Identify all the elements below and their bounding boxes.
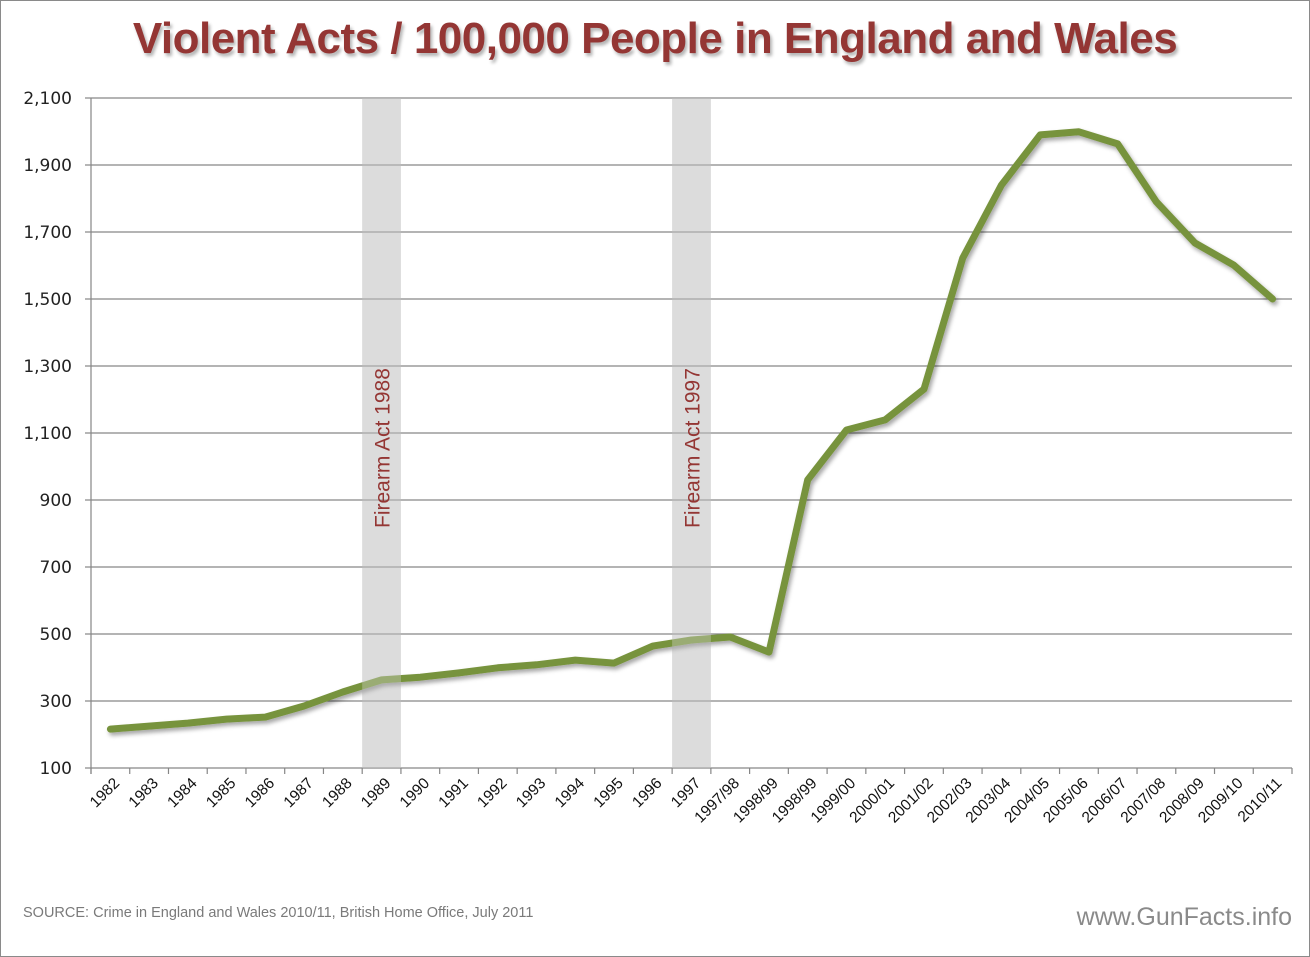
y-tick-label: 300	[40, 692, 72, 712]
data-point	[727, 634, 734, 641]
data-point	[339, 688, 346, 695]
x-tick-label: 1982	[87, 775, 123, 811]
x-tick-label: 1988	[319, 775, 355, 811]
data-point	[301, 703, 308, 710]
y-tick-label: 700	[40, 558, 72, 578]
data-point	[262, 714, 269, 721]
y-tick-label: 1,700	[23, 223, 72, 243]
y-tick-label: 900	[40, 491, 72, 511]
data-point	[998, 182, 1005, 189]
annotation-band-overlay	[672, 98, 711, 768]
y-tick-label: 1,500	[23, 290, 72, 310]
x-tick-label: 1987	[281, 775, 317, 811]
data-point	[456, 669, 463, 676]
gridlines	[91, 97, 1292, 702]
data-point	[1269, 296, 1276, 303]
data-point	[1230, 262, 1237, 269]
y-tick-label: 1,300	[23, 357, 72, 377]
data-point	[959, 255, 966, 262]
data-point	[223, 716, 230, 723]
x-tick-label: 1989	[358, 775, 394, 811]
series-group	[106, 98, 1277, 768]
annotation-labels: Firearm Act 1988 Firearm Act 1997	[372, 368, 705, 528]
x-tick-label: 1994	[552, 775, 589, 812]
data-point	[533, 661, 540, 668]
x-tick-label: 1991	[435, 775, 471, 811]
data-point	[611, 660, 618, 667]
y-tick-label: 2,100	[23, 89, 72, 109]
x-tick-label: 1986	[242, 775, 278, 811]
axes	[85, 97, 1293, 774]
annotation-label: Firearm Act 1997	[682, 368, 705, 528]
chart-title: Violent Acts / 100,000 People in England…	[132, 14, 1178, 63]
data-point	[146, 723, 153, 730]
data-point	[417, 674, 424, 681]
x-tick-label: 1985	[203, 775, 239, 811]
data-point	[572, 657, 579, 664]
data-point	[649, 643, 656, 650]
x-tick-label: 1993	[513, 775, 549, 811]
data-point	[765, 649, 772, 656]
x-tick-label: 1996	[629, 775, 665, 811]
data-point	[1114, 140, 1121, 147]
data-point	[1037, 131, 1044, 138]
data-point	[1153, 198, 1160, 205]
x-tick-labels: 1982 1983 1984 1985 1986 1987 1988 1989 1990 1991…	[87, 775, 1286, 827]
series-line	[106, 128, 1277, 733]
data-point	[804, 476, 811, 483]
annotation-band-overlay	[362, 98, 401, 768]
x-tick-label: 1995	[590, 775, 626, 811]
data-point	[494, 664, 501, 671]
x-tick-label: 1990	[397, 775, 434, 812]
y-tick-label: 1,900	[23, 156, 72, 176]
annotation-label: Firearm Act 1988	[372, 368, 395, 528]
data-point	[184, 720, 191, 727]
data-point	[882, 416, 889, 423]
y-tick-label: 100	[40, 759, 72, 779]
brand-link[interactable]: www.GunFacts.info	[1076, 903, 1292, 931]
source-note: SOURCE: Crime in England and Wales 2010/…	[23, 905, 534, 921]
data-point	[107, 726, 114, 733]
x-tick-label: 1984	[164, 775, 201, 812]
y-tick-label: 500	[40, 625, 72, 645]
y-tick-label: 1,100	[23, 424, 72, 444]
x-tick-label: 1992	[474, 775, 510, 811]
data-point	[1075, 128, 1082, 135]
data-point	[920, 386, 927, 393]
x-tick-label: 1983	[126, 775, 162, 811]
data-point	[843, 426, 850, 433]
y-tick-labels: 100 300 500 700 900 1,100 1,300 1,500 1,700 1,900…	[23, 89, 72, 779]
data-point	[1192, 240, 1199, 247]
